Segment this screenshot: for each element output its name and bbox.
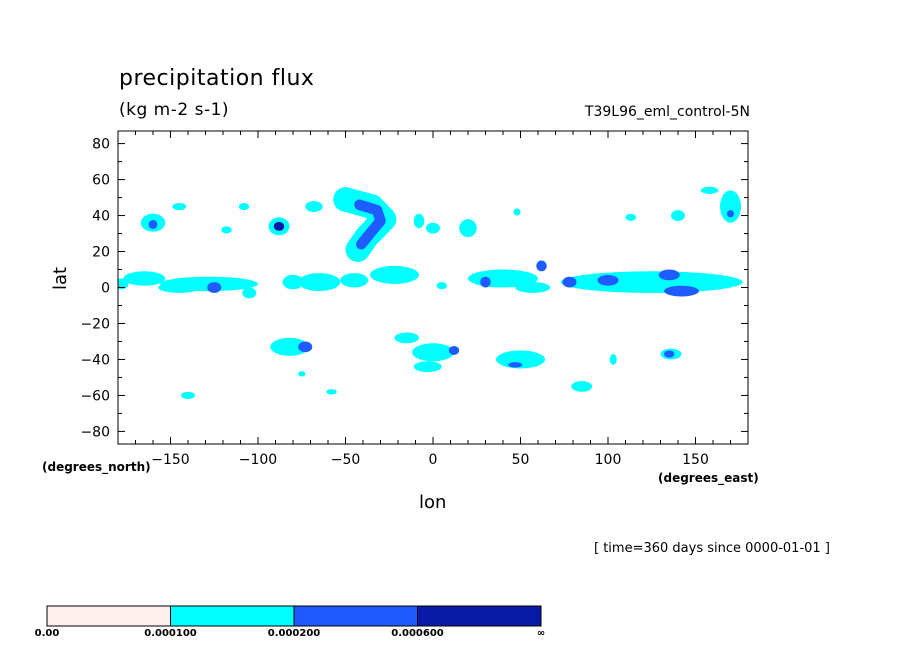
precip-region-21 (148, 220, 158, 230)
precip-region-5 (242, 287, 257, 299)
precip-region-33 (671, 210, 685, 221)
precip-region-3 (158, 282, 201, 293)
x-axis-unit: (degrees_east) (658, 471, 759, 485)
precip-region-6 (282, 274, 304, 290)
y-tick-label: −40 (80, 352, 110, 368)
precip-region-31 (513, 208, 521, 216)
x-tick-label: 150 (682, 452, 709, 468)
precip-region-7 (298, 273, 341, 292)
y-tick-label: −80 (80, 424, 110, 440)
contour-layer (118, 186, 743, 400)
precip-region-43 (496, 350, 545, 369)
y-tick-label: 60 (92, 173, 110, 189)
colorbar-swatch-1 (170, 605, 295, 627)
axis-layer: −150 −100 −50 0 50 100 150 80 60 40 20 0 −20 −40 −60 −8… (80, 130, 749, 468)
precip-region-34 (720, 190, 741, 223)
precip-region-41 (448, 345, 460, 355)
x-tick-label: −50 (331, 452, 361, 468)
precip-region-37 (270, 337, 309, 356)
colorbar-label-1: 0.000100 (144, 628, 197, 639)
precip-region-45 (609, 354, 617, 365)
x-tick-label: −100 (239, 452, 277, 468)
y-tick-label: 0 (101, 281, 110, 297)
precip-region-40 (412, 343, 454, 362)
precip-region-49 (181, 391, 195, 400)
y-axis-unit: (degrees_north) (42, 460, 151, 474)
x-tick-label: 100 (595, 452, 622, 468)
precip-region-35 (700, 186, 719, 194)
precip-region-13 (536, 260, 547, 272)
y-tick-label: 20 (92, 245, 110, 261)
chart-units: (kg m-2 s-1) (119, 100, 230, 120)
precip-region-9 (370, 265, 419, 284)
precip-region-12 (480, 276, 491, 288)
colorbar-label-3: 0.000600 (391, 628, 444, 639)
precip-region-22 (172, 202, 187, 211)
precip-region-27 (305, 201, 323, 212)
y-tick-label: 80 (92, 137, 110, 153)
precip-region-51 (326, 389, 337, 395)
time-info: [ time=360 days since 0000-01-01 ] (594, 541, 830, 556)
precip-region-44 (508, 362, 523, 368)
precip-region-32 (625, 213, 636, 221)
precip-region-4 (207, 282, 222, 293)
x-tick-label: 50 (512, 452, 530, 468)
precip-region-24 (221, 226, 232, 234)
precip-region-15 (560, 271, 743, 293)
colorbar-swatch-2 (293, 605, 418, 627)
colorbar-swatch-3 (417, 605, 542, 627)
precip-region-48 (571, 381, 593, 392)
precip-region-8 (340, 273, 369, 288)
precip-region-42 (413, 361, 442, 373)
x-axis-label: lon (419, 492, 447, 513)
precip-region-14 (515, 282, 551, 293)
chart-title: precipitation flux (119, 66, 315, 91)
run-id: T39L96_eml_control-5N (584, 104, 750, 120)
x-tick-label: 0 (429, 452, 438, 468)
precip-region-47 (664, 350, 675, 358)
precip-region-30 (459, 219, 477, 238)
y-tick-label: −60 (80, 388, 110, 404)
colorbar (46, 605, 542, 627)
precip-region-16 (562, 276, 577, 288)
precip-band-1 (354, 199, 386, 250)
precip-region-18 (658, 269, 680, 281)
colorbar-label-2: 0.000200 (267, 628, 321, 639)
precip-region-10 (436, 282, 447, 290)
precip-region-19 (664, 285, 699, 297)
colorbar-swatch-0 (46, 605, 171, 627)
y-tick-label: −20 (80, 316, 110, 332)
precip-region-39 (394, 332, 419, 344)
precip-region-50 (298, 371, 306, 377)
precip-region-23 (238, 202, 250, 211)
precip-region-28 (413, 213, 425, 229)
precip-region-29 (426, 222, 440, 234)
colorbar-label-0: 0.00 (34, 628, 60, 639)
precip-region-36 (727, 210, 734, 218)
colorbar-label-4: ∞ (536, 628, 546, 639)
precip-region-38 (298, 341, 313, 353)
y-tick-label: 40 (92, 209, 110, 225)
x-tick-label: −150 (151, 452, 189, 468)
precip-region-26 (273, 221, 285, 231)
precip-region-17 (597, 274, 619, 286)
precip-region-1 (123, 271, 166, 286)
